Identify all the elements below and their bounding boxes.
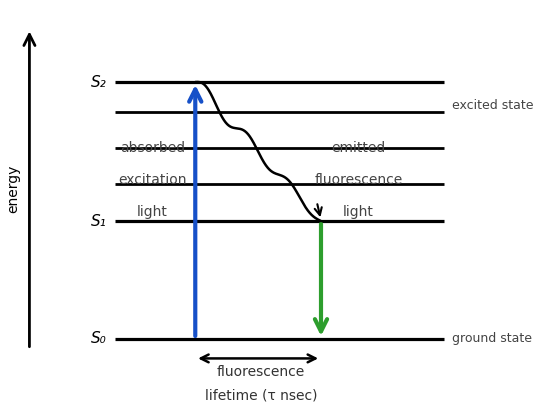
Text: excited state levels: excited state levels [452,99,535,112]
Text: S₀: S₀ [91,331,107,346]
Text: ground state level: ground state level [452,332,535,345]
Text: light: light [137,205,168,219]
Text: emitted: emitted [331,141,386,155]
Text: light: light [343,205,374,219]
Text: excitation: excitation [118,173,187,187]
Text: fluorescence: fluorescence [217,365,305,378]
Text: S₂: S₂ [91,75,107,89]
Text: energy: energy [6,165,20,213]
Text: absorbed: absorbed [120,141,185,155]
Text: lifetime (τ nsec): lifetime (τ nsec) [205,389,317,403]
Text: S₁: S₁ [91,214,107,229]
Text: fluorescence: fluorescence [315,173,402,187]
